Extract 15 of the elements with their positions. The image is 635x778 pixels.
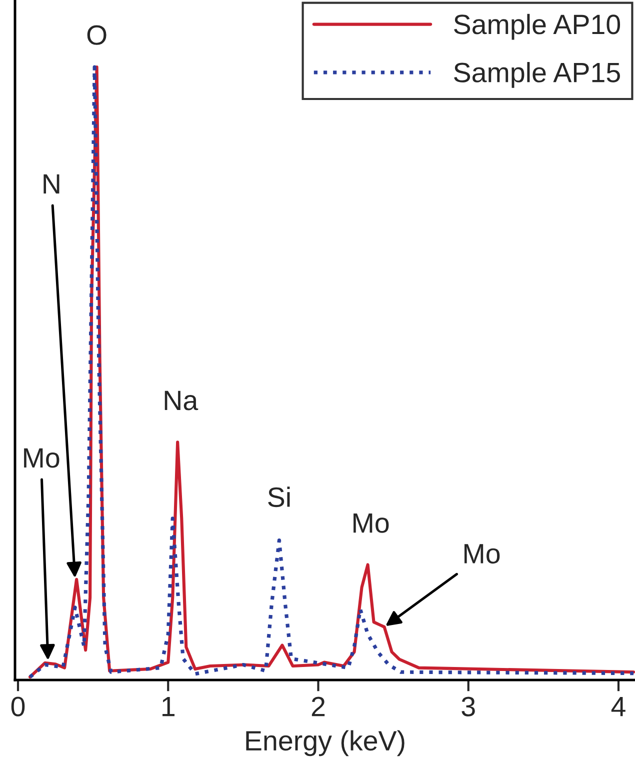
x-tick-label: 3 — [462, 696, 475, 716]
x-tick-label: 1 — [162, 696, 174, 716]
annotation: O — [87, 25, 106, 45]
annotation: Na — [164, 390, 198, 410]
x-tick-label: 2 — [312, 696, 325, 716]
annotation: Mo — [464, 544, 500, 564]
x-tick-label: 4 — [611, 696, 626, 716]
annotation: N — [44, 174, 60, 194]
annotation: Si — [268, 486, 290, 508]
annotation: Mo — [354, 513, 389, 533]
legend-label: Sample AP10 — [454, 14, 620, 40]
legend-label: Sample AP15 — [454, 62, 620, 88]
annotation: Mo — [24, 448, 60, 468]
x-tick-label: 0 — [11, 696, 25, 716]
x-axis-title: Energy (keV) — [246, 730, 404, 756]
